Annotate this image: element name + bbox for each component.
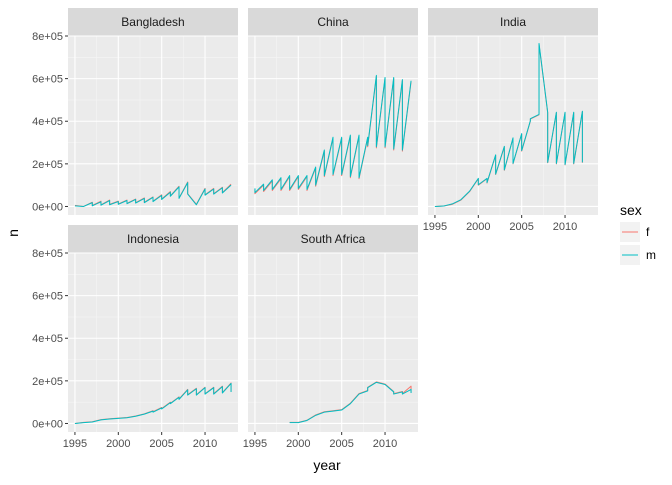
facet-strip (68, 225, 238, 253)
legend-entry-f: f (620, 222, 650, 242)
panel-background (68, 36, 238, 215)
series-line-m (434, 42, 583, 207)
facet-label: China (317, 15, 349, 29)
x-tick-label: 2010 (193, 438, 217, 450)
series-line-m (289, 381, 412, 424)
x-axis-title: year (313, 457, 341, 473)
facet-indonesia: Indonesia 0e+00 2e+05 4e+05 6e+05 8e+05 1995 20… (32, 225, 238, 450)
legend-title: sex (620, 202, 642, 218)
facet-india: India 1995 2000 2005 2010 (423, 8, 598, 233)
panel-background (248, 253, 418, 432)
facet-south-africa: South Africa 1995 2000 2005 2010 (243, 225, 418, 450)
facet-strip (68, 8, 238, 36)
x-tick-label: 2000 (286, 438, 310, 450)
facet-strip (428, 8, 598, 36)
y-tick-label: 4e+05 (32, 333, 63, 345)
y-tick-label: 2e+05 (32, 376, 63, 388)
series-line-m (254, 74, 412, 194)
x-tick-label: 1995 (423, 221, 447, 233)
facet-label: Indonesia (127, 232, 179, 246)
facet-strip (248, 225, 418, 253)
x-tick-label: 2010 (373, 438, 397, 450)
x-tick-label: 2005 (149, 438, 173, 450)
y-axis-title: n (5, 229, 21, 237)
y-tick-label: 6e+05 (32, 291, 63, 303)
facet-label: Bangladesh (121, 15, 184, 29)
y-tick-label: 2e+05 (32, 159, 63, 171)
y-tick-label: 8e+05 (32, 31, 63, 43)
facet-label: India (500, 15, 526, 29)
x-tick-label: 2010 (553, 221, 577, 233)
x-tick-label: 2000 (466, 221, 490, 233)
legend-entry-m: m (620, 245, 656, 265)
facet-strip (248, 8, 418, 36)
facet-bangladesh: Bangladesh 0e+00 2e+05 4e+05 6e+05 8e+05 (32, 8, 238, 215)
panel-background (68, 253, 238, 432)
x-tick-label: 1995 (63, 438, 87, 450)
x-tick-label: 2000 (106, 438, 130, 450)
series-line-m (74, 182, 232, 207)
facet-label: South Africa (301, 232, 366, 246)
legend-label: m (646, 248, 656, 262)
series-line-m (74, 382, 232, 424)
y-tick-label: 8e+05 (32, 248, 63, 260)
panel-background (428, 36, 598, 215)
y-tick-label: 4e+05 (32, 116, 63, 128)
x-tick-label: 2005 (329, 438, 353, 450)
y-tick-label: 0e+00 (32, 201, 63, 213)
legend-label: f (646, 225, 650, 239)
x-tick-label: 1995 (243, 438, 267, 450)
x-tick-label: 2005 (509, 221, 533, 233)
facet-china: China (248, 8, 418, 215)
y-tick-label: 0e+00 (32, 418, 63, 430)
y-tick-label: 6e+05 (32, 74, 63, 86)
